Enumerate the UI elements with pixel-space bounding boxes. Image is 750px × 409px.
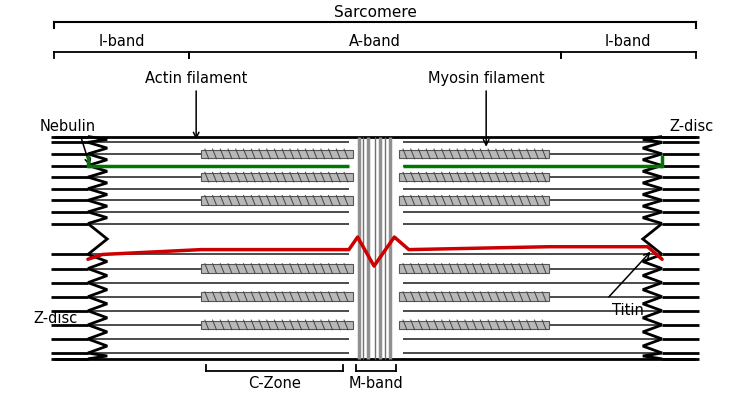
Bar — [399, 196, 549, 204]
Bar — [201, 173, 352, 182]
Bar — [399, 321, 549, 329]
Bar — [201, 150, 352, 158]
Text: I-band: I-band — [605, 34, 652, 49]
Text: Z-disc: Z-disc — [34, 311, 78, 326]
Text: C-Zone: C-Zone — [248, 376, 301, 391]
Bar — [399, 292, 549, 301]
Bar — [201, 196, 352, 204]
Text: I-band: I-band — [98, 34, 145, 49]
Text: Actin filament: Actin filament — [145, 71, 248, 86]
Text: Myosin filament: Myosin filament — [427, 71, 544, 86]
Bar — [201, 321, 352, 329]
Bar — [399, 150, 549, 158]
Bar — [399, 264, 549, 273]
Text: M-band: M-band — [349, 376, 404, 391]
Bar — [201, 292, 352, 301]
Bar — [399, 173, 549, 182]
Text: Titin: Titin — [612, 303, 644, 318]
Bar — [201, 264, 352, 273]
Text: Nebulin: Nebulin — [40, 119, 96, 134]
Text: Sarcomere: Sarcomere — [334, 4, 416, 20]
Text: Z-disc: Z-disc — [670, 119, 714, 134]
Text: A-band: A-band — [349, 34, 401, 49]
